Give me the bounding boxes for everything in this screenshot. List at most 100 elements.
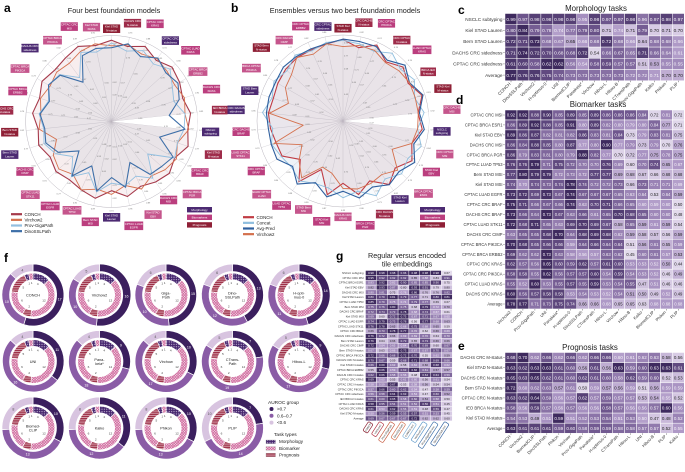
svg-text:0.59: 0.59 [554, 416, 563, 421]
svg-text:0.78: 0.78 [390, 329, 396, 333]
svg-text:0.71: 0.71 [306, 172, 311, 174]
svg-text:0.74: 0.74 [394, 47, 399, 49]
svg-text:CPTAC CRC BRAF: CPTAC CRC BRAF [467, 202, 503, 207]
svg-text:0.57: 0.57 [554, 386, 563, 391]
svg-text:0.90: 0.90 [91, 33, 96, 35]
svg-text:0.72: 0.72 [368, 344, 374, 348]
svg-text:0.70: 0.70 [650, 28, 660, 34]
svg-text:N-status: N-status [106, 28, 117, 32]
svg-text:0.59: 0.59 [662, 386, 671, 391]
svg-text:Bern STAD N-status: Bern STAD N-status [339, 349, 364, 353]
svg-text:0.67: 0.67 [603, 222, 612, 227]
svg-text:0.87: 0.87 [567, 142, 576, 147]
svg-text:0.76: 0.76 [150, 173, 155, 175]
svg-text:0.66: 0.66 [650, 172, 659, 177]
svg-text:0.70: 0.70 [638, 162, 647, 167]
svg-text:Prov-GigaPath: Prov-GigaPath [25, 223, 54, 228]
svg-text:2: 2 [28, 438, 30, 442]
svg-text:0.91: 0.91 [444, 276, 450, 280]
svg-text:0.63: 0.63 [401, 392, 407, 396]
svg-text:DACHS CRC M-status: DACHS CRC M-status [460, 355, 502, 360]
svg-text:CRC CPTAC: CRC CPTAC [315, 23, 332, 27]
svg-text:0.60: 0.60 [519, 386, 528, 391]
svg-text:0.81: 0.81 [73, 203, 78, 205]
svg-text:0.87: 0.87 [375, 49, 380, 51]
svg-text:0.74: 0.74 [430, 129, 435, 131]
svg-text:0.92: 0.92 [379, 281, 385, 285]
svg-text:0.80: 0.80 [263, 75, 268, 77]
svg-text:0.53: 0.53 [626, 262, 635, 267]
svg-text:0.76: 0.76 [674, 142, 683, 147]
svg-text:0.86: 0.86 [626, 113, 635, 118]
svg-text:0.64: 0.64 [352, 82, 357, 84]
svg-text:PGR: PGR [189, 194, 195, 198]
svg-text:Regular versus encoded: Regular versus encoded [368, 251, 446, 260]
svg-text:CPTAC CRC MSI: CPTAC CRC MSI [471, 113, 503, 118]
svg-text:5: 5 [156, 352, 158, 356]
svg-text:0.58: 0.58 [97, 156, 102, 158]
svg-text:IEO BRCA N-status: IEO BRCA N-status [340, 397, 364, 401]
svg-text:0.73: 0.73 [382, 155, 387, 157]
svg-text:AUROC group: AUROC group [268, 400, 299, 406]
svg-text:0.90: 0.90 [543, 113, 552, 118]
svg-text:0.67: 0.67 [401, 417, 407, 421]
svg-text:8: 8 [12, 408, 14, 412]
svg-text:STK11: STK11 [236, 154, 245, 158]
svg-text:0.77: 0.77 [51, 101, 56, 103]
svg-text:0.60: 0.60 [614, 355, 623, 360]
svg-text:0.80: 0.80 [304, 202, 309, 204]
svg-text:0.64: 0.64 [531, 396, 540, 401]
svg-text:0.63: 0.63 [507, 232, 516, 237]
svg-text:0.51: 0.51 [88, 129, 93, 131]
svg-text:0.59: 0.59 [626, 232, 635, 237]
svg-text:0.62: 0.62 [519, 365, 528, 370]
svg-text:0.77: 0.77 [566, 28, 576, 34]
svg-text:d: d [456, 93, 463, 107]
svg-text:0.69: 0.69 [614, 162, 623, 167]
svg-text:0.64: 0.64 [135, 152, 140, 154]
svg-text:0.58: 0.58 [543, 292, 552, 297]
svg-text:0.67: 0.67 [543, 202, 552, 207]
svg-text:UNI: UNI [30, 360, 37, 364]
svg-text:CRC DACHS: CRC DACHS [443, 106, 460, 110]
svg-text:0.70: 0.70 [444, 305, 450, 309]
svg-text:0.51: 0.51 [638, 62, 648, 68]
svg-text:0.61: 0.61 [368, 397, 374, 401]
svg-text:0.67: 0.67 [433, 315, 439, 319]
svg-text:0.56: 0.56 [422, 378, 428, 382]
svg-text:0.77: 0.77 [288, 88, 293, 90]
svg-text:0.64: 0.64 [567, 232, 576, 237]
svg-text:0.48: 0.48 [662, 416, 671, 421]
svg-text:0.58: 0.58 [76, 109, 81, 111]
svg-text:0.71: 0.71 [602, 28, 612, 34]
svg-text:0.76: 0.76 [368, 324, 374, 328]
svg-text:0.59: 0.59 [626, 386, 635, 391]
svg-text:10: 10 [187, 346, 191, 350]
svg-text:6: 6 [88, 299, 90, 303]
svg-text:EGFR: EGFR [46, 206, 54, 210]
svg-text:0.79: 0.79 [638, 132, 647, 137]
svg-text:0.69: 0.69 [368, 315, 374, 319]
svg-text:0.56: 0.56 [368, 392, 374, 396]
svg-text:KRAS: KRAS [208, 89, 216, 93]
svg-text:0.75: 0.75 [650, 152, 659, 157]
svg-text:CPTAC CRC N-status: CPTAC CRC N-status [337, 383, 364, 387]
svg-text:4: 4 [303, 282, 305, 286]
svg-text:0.68: 0.68 [344, 68, 349, 70]
svg-text:0.67: 0.67 [674, 162, 683, 167]
svg-text:0.72: 0.72 [507, 386, 516, 391]
svg-text:0.64: 0.64 [531, 212, 540, 217]
svg-text:>0.7: >0.7 [277, 407, 287, 412]
svg-text:0.47: 0.47 [370, 123, 375, 125]
svg-text:Bern STAD MSI: Bern STAD MSI [474, 172, 503, 177]
svg-text:Kiel STAD MSI: Kiel STAD MSI [346, 315, 364, 319]
svg-text:0.71: 0.71 [422, 295, 428, 299]
svg-text:0.58: 0.58 [368, 402, 374, 406]
svg-text:0.86: 0.86 [519, 132, 528, 137]
svg-text:Kiel STAD EBV: Kiel STAD EBV [475, 132, 503, 137]
svg-text:0.63: 0.63 [542, 365, 551, 370]
svg-text:0.63: 0.63 [650, 355, 659, 360]
svg-text:0.59: 0.59 [379, 383, 385, 387]
svg-text:0.62: 0.62 [579, 262, 588, 267]
svg-text:0.57: 0.57 [650, 406, 659, 411]
